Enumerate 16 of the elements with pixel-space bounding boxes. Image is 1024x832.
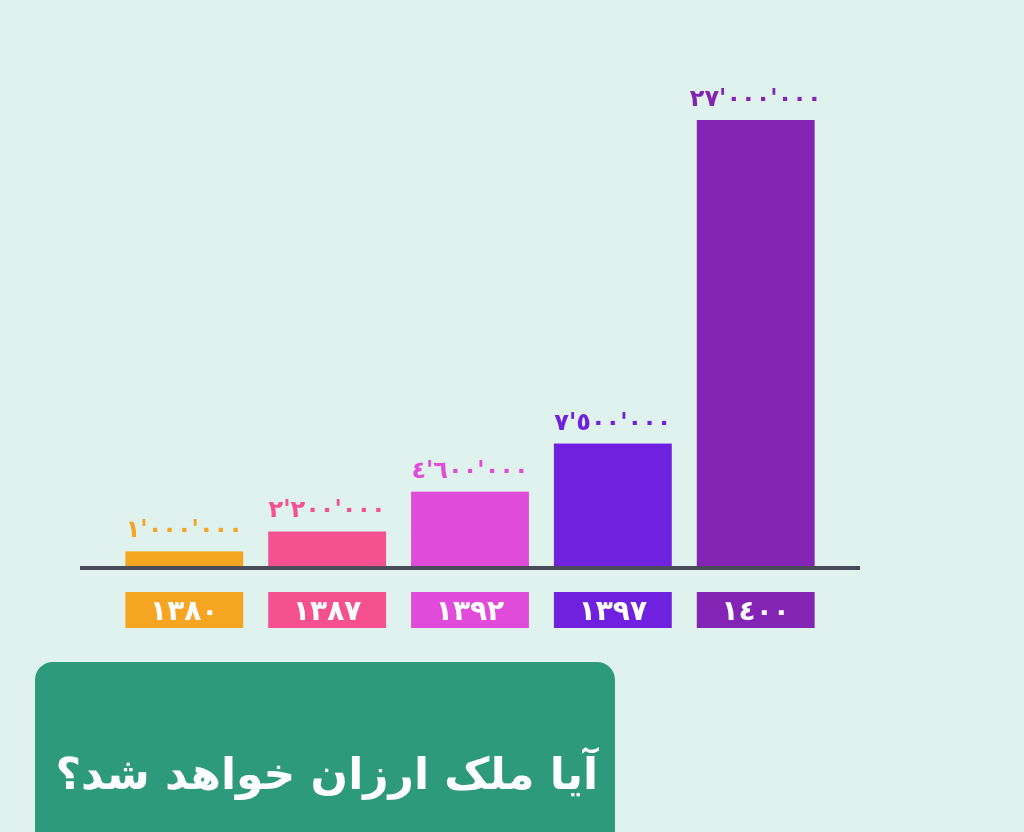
data-label: ١'٠٠٠'٠٠٠: [125, 515, 243, 544]
data-label: ٤'٦٠٠'٠٠٠: [411, 455, 529, 484]
x-tick-label: ١٣٩٢: [435, 593, 505, 627]
bar: [696, 120, 815, 568]
bar: [268, 531, 387, 568]
x-tick-label: ١٣٩٧: [578, 593, 648, 627]
x-tick-label: ١٣٨٧: [292, 593, 362, 627]
data-label: ٢'٢٠٠'٠٠٠: [268, 495, 386, 524]
x-tick-label: ١٣٨٠: [150, 593, 219, 627]
bar: [553, 443, 672, 568]
data-label: ٢٧'٠٠٠'٠٠٠: [689, 84, 822, 112]
bar: [125, 551, 244, 568]
bar: [411, 491, 529, 568]
data-label: ٧'٥٠٠'٠٠٠: [554, 407, 672, 436]
text: آیا ملک ارزان خواهد شد؟: [55, 746, 598, 802]
x-tick-label: ١٤٠٠: [721, 593, 790, 627]
